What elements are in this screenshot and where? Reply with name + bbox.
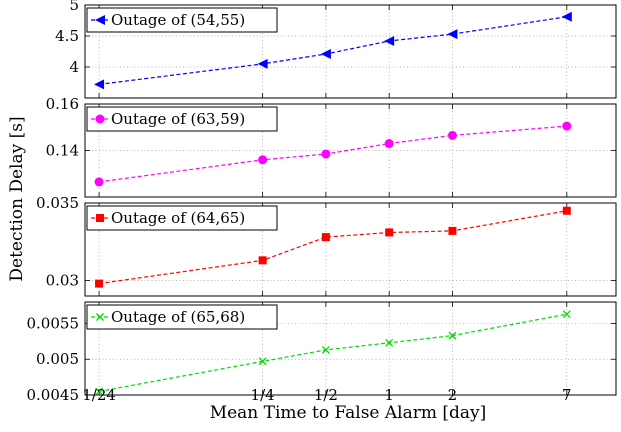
data-point bbox=[321, 149, 331, 159]
series-line bbox=[98, 313, 567, 392]
legend-box bbox=[86, 106, 278, 132]
data-point bbox=[385, 228, 394, 237]
series-line bbox=[99, 210, 567, 285]
legend-marker bbox=[96, 313, 104, 321]
y-tick-label: 5 bbox=[69, 0, 79, 14]
x-tick-labels: 1/24 1/4 1/2 1 2 7 bbox=[82, 386, 571, 404]
y-axis-label: Detection Delay [s] bbox=[7, 116, 27, 281]
series-line bbox=[99, 16, 567, 85]
legend-label: Outage of (64,65) bbox=[111, 209, 245, 227]
legend: Outage of (65,68) bbox=[86, 304, 278, 330]
legend-marker bbox=[96, 214, 104, 222]
legend-label: Outage of (63,59) bbox=[111, 110, 245, 128]
x-tick-label: 2 bbox=[448, 386, 458, 404]
x-tick-label: 7 bbox=[562, 386, 572, 404]
legend-marker bbox=[95, 114, 105, 124]
y-tick-label: 0.0055 bbox=[27, 314, 80, 332]
data-point bbox=[321, 345, 330, 354]
data-point bbox=[384, 139, 394, 149]
data-point bbox=[448, 331, 457, 340]
y-tick-label: 0.0045 bbox=[27, 386, 80, 404]
series-line bbox=[99, 125, 567, 183]
legend: Outage of (63,59) bbox=[86, 106, 278, 132]
y-tick-label: 0.03 bbox=[46, 272, 79, 290]
data-point bbox=[447, 130, 457, 140]
panel-3: 0.03 0.035 Outage of (64,65) bbox=[36, 194, 617, 297]
data-point bbox=[447, 29, 458, 40]
x-tick-label: 1/24 bbox=[82, 386, 116, 404]
panel-4: 0.0045 0.005 0.0055 Outage of (65,68) bbox=[27, 301, 617, 404]
data-point bbox=[95, 279, 104, 288]
data-point bbox=[385, 338, 394, 347]
x-axis-label: Mean Time to False Alarm [day] bbox=[210, 403, 487, 423]
data-point bbox=[321, 233, 330, 242]
data-point bbox=[562, 310, 571, 319]
data-point bbox=[257, 58, 268, 69]
panel-2: 0.14 0.16 Outage of (63,59) bbox=[46, 95, 617, 198]
data-point bbox=[258, 256, 267, 265]
legend: Outage of (54,55) bbox=[86, 7, 278, 33]
data-point bbox=[258, 357, 267, 366]
data-point bbox=[94, 177, 104, 187]
data-point bbox=[95, 387, 104, 396]
panel-frame bbox=[84, 103, 617, 198]
data-point bbox=[320, 48, 331, 59]
data-point bbox=[94, 79, 105, 90]
chart-panels: 4 4.5 5 Outage of (54,55) 0.14 0.16 Outage of … bbox=[27, 0, 617, 404]
y-tick-label: 4.5 bbox=[55, 27, 79, 45]
legend-box bbox=[86, 7, 278, 33]
data-point bbox=[561, 11, 572, 22]
legend-box bbox=[86, 304, 278, 330]
legend-box bbox=[86, 205, 278, 231]
data-point bbox=[562, 121, 572, 131]
y-tick-label: 0.035 bbox=[36, 194, 79, 212]
legend-marker bbox=[95, 15, 105, 25]
x-tick-label: 1/2 bbox=[314, 386, 338, 404]
x-tick-label: 1 bbox=[384, 386, 394, 404]
panel-1: 4 4.5 5 Outage of (54,55) bbox=[55, 0, 617, 99]
y-tick-label: 4 bbox=[69, 58, 79, 76]
x-tick-label: 1/4 bbox=[251, 386, 275, 404]
y-tick-label: 0.005 bbox=[36, 350, 79, 368]
legend: Outage of (64,65) bbox=[86, 205, 278, 231]
data-point bbox=[448, 226, 457, 235]
y-tick-label: 0.14 bbox=[46, 142, 79, 160]
legend-label: Outage of (65,68) bbox=[111, 308, 245, 326]
y-tick-label: 0.16 bbox=[46, 95, 79, 113]
panel-frame bbox=[84, 301, 617, 396]
legend-label: Outage of (54,55) bbox=[111, 11, 245, 29]
data-point bbox=[258, 155, 268, 165]
data-point bbox=[562, 206, 571, 215]
panel-frame bbox=[84, 202, 617, 297]
panel-frame bbox=[84, 4, 617, 99]
data-point bbox=[384, 35, 395, 46]
